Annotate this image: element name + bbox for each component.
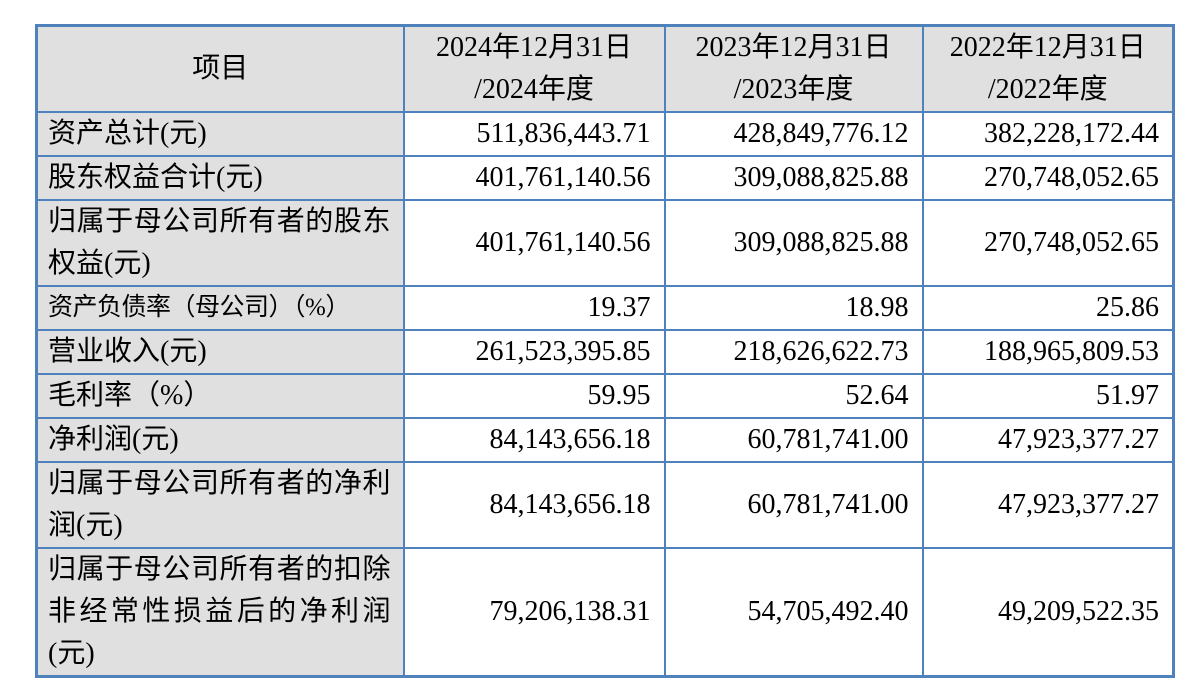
table-row-debt-ratio: 资产负债率（母公司）（%） 19.37 18.98 25.86 [35, 285, 1175, 331]
cell-value-2023: 52.64 [663, 373, 924, 419]
cell-value-2022: 25.86 [921, 285, 1175, 331]
col-header-item: 项目 [35, 24, 405, 113]
row-label: 股东权益合计(元) [35, 155, 405, 201]
cell-value-2024: 84,143,656.18 [402, 461, 666, 549]
financial-data-table: 项目 2024年12月31日 /2024年度 2023年12月31日 /2023… [35, 24, 1175, 678]
cell-value-2024: 401,761,140.56 [402, 199, 666, 287]
cell-value-2022: 270,748,052.65 [921, 199, 1175, 287]
cell-value-2022: 270,748,052.65 [921, 155, 1175, 201]
cell-value-2023: 18.98 [663, 285, 924, 331]
row-label: 归属于母公司所有者的净利润(元) [35, 461, 405, 549]
cell-value-2023: 60,781,741.00 [663, 461, 924, 549]
table-row-total-equity: 股东权益合计(元) 401,761,140.56 309,088,825.88 … [35, 155, 1175, 201]
cell-value-2023: 218,626,622.73 [663, 329, 924, 375]
cell-value-2024: 19.37 [402, 285, 666, 331]
cell-value-2024: 59.95 [402, 373, 666, 419]
cell-value-2024: 261,523,395.85 [402, 329, 666, 375]
cell-value-2022: 47,923,377.27 [921, 461, 1175, 549]
cell-value-2024: 79,206,138.31 [402, 547, 666, 678]
row-label: 净利润(元) [35, 417, 405, 463]
row-label: 资产总计(元) [35, 111, 405, 157]
table-row-revenue: 营业收入(元) 261,523,395.85 218,626,622.73 18… [35, 329, 1175, 375]
cell-value-2022: 382,228,172.44 [921, 111, 1175, 157]
cell-value-2023: 60,781,741.00 [663, 417, 924, 463]
cell-value-2023: 54,705,492.40 [663, 547, 924, 678]
table-row-total-assets: 资产总计(元) 511,836,443.71 428,849,776.12 38… [35, 111, 1175, 157]
row-label: 归属于母公司所有者的扣除非经常性损益后的净利润(元) [35, 547, 405, 678]
col-header-2023: 2023年12月31日 /2023年度 [663, 24, 924, 113]
cell-value-2023: 309,088,825.88 [663, 155, 924, 201]
table-row-net-profit-deducted: 归属于母公司所有者的扣除非经常性损益后的净利润(元) 79,206,138.31… [35, 547, 1175, 678]
header-row: 项目 2024年12月31日 /2024年度 2023年12月31日 /2023… [35, 24, 1175, 113]
table-row-equity-parent: 归属于母公司所有者的股东权益(元) 401,761,140.56 309,088… [35, 199, 1175, 287]
table-row-gross-margin: 毛利率（%） 59.95 52.64 51.97 [35, 373, 1175, 419]
cell-value-2022: 188,965,809.53 [921, 329, 1175, 375]
row-label: 营业收入(元) [35, 329, 405, 375]
cell-value-2023: 428,849,776.12 [663, 111, 924, 157]
cell-value-2022: 51.97 [921, 373, 1175, 419]
col-header-2022: 2022年12月31日 /2022年度 [921, 24, 1175, 113]
table-row-net-profit: 净利润(元) 84,143,656.18 60,781,741.00 47,92… [35, 417, 1175, 463]
cell-value-2022: 47,923,377.27 [921, 417, 1175, 463]
table-row-net-profit-parent: 归属于母公司所有者的净利润(元) 84,143,656.18 60,781,74… [35, 461, 1175, 549]
row-label: 归属于母公司所有者的股东权益(元) [35, 199, 405, 287]
cell-value-2024: 401,761,140.56 [402, 155, 666, 201]
cell-value-2023: 309,088,825.88 [663, 199, 924, 287]
cell-value-2024: 511,836,443.71 [402, 111, 666, 157]
row-label: 资产负债率（母公司）（%） [35, 285, 405, 331]
col-header-2024: 2024年12月31日 /2024年度 [402, 24, 666, 113]
row-label: 毛利率（%） [35, 373, 405, 419]
cell-value-2022: 49,209,522.35 [921, 547, 1175, 678]
cell-value-2024: 84,143,656.18 [402, 417, 666, 463]
